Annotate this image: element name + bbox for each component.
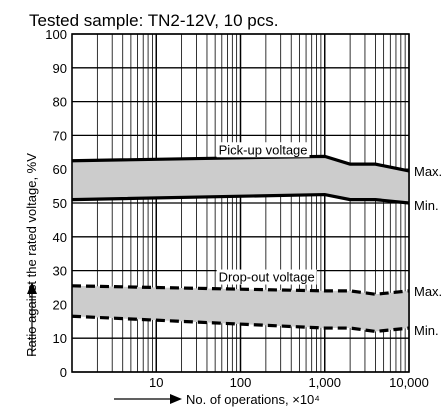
chart-title: Tested sample: TN2-12V, 10 pcs. xyxy=(29,11,278,30)
y-tick-label: 100 xyxy=(45,27,67,42)
y-axis-label: Ratio against the rated voltage, %V xyxy=(24,153,39,357)
band-max-line xyxy=(71,154,410,173)
y-tick-label: 10 xyxy=(53,331,67,346)
band-name-background xyxy=(216,269,317,285)
band-max-line xyxy=(71,284,410,296)
band-1: Drop-out voltage Max. Min. xyxy=(71,269,442,338)
y-tick-label: 70 xyxy=(53,128,67,143)
band-name: Drop-out voltage xyxy=(219,270,315,285)
x-axis-label-group: No. of operations, ×10⁴ xyxy=(114,392,320,407)
band-max-label: Max. xyxy=(414,164,442,179)
band-0: Pick-up voltage Max. Min. xyxy=(71,142,442,213)
x-axis-arrow-head xyxy=(170,394,182,404)
x-tick-label: 10 xyxy=(149,375,163,390)
x-tick-label: 1,000 xyxy=(308,375,341,390)
y-tick-label: 0 xyxy=(60,365,67,380)
y-axis-arrow-head xyxy=(27,282,37,294)
y-tick-label: 60 xyxy=(53,162,67,177)
band-min-line xyxy=(71,192,410,205)
y-tick-label: 50 xyxy=(53,196,67,211)
band-fill xyxy=(72,156,409,203)
x-axis-label: No. of operations, ×10⁴ xyxy=(186,392,320,407)
voltage-bands: Pick-up voltage Max. Min. Drop-out voltage M… xyxy=(71,142,442,338)
y-tick-label: 40 xyxy=(53,230,67,245)
y-tick-label: 90 xyxy=(53,61,67,76)
tick-labels: 0 10 20 30 40 50 60 70 80 90 100 10 100 1,000 10,000 xyxy=(45,27,429,390)
band-min-label: Min. xyxy=(414,198,439,213)
plot-frame xyxy=(71,33,410,373)
band-min-line xyxy=(71,314,410,334)
band-max-label: Max. xyxy=(414,284,442,299)
y-axis-label-group: Ratio against the rated voltage, %V xyxy=(24,153,39,357)
y-tick-label: 20 xyxy=(53,297,67,312)
y-tick-label: 80 xyxy=(53,95,67,110)
band-name: Pick-up voltage xyxy=(219,142,308,157)
band-min-label: Min. xyxy=(414,323,439,338)
band-name-background xyxy=(216,142,310,158)
y-tick-label: 30 xyxy=(53,264,67,279)
x-tick-label: 10,000 xyxy=(389,375,429,390)
x-tick-label: 100 xyxy=(230,375,252,390)
